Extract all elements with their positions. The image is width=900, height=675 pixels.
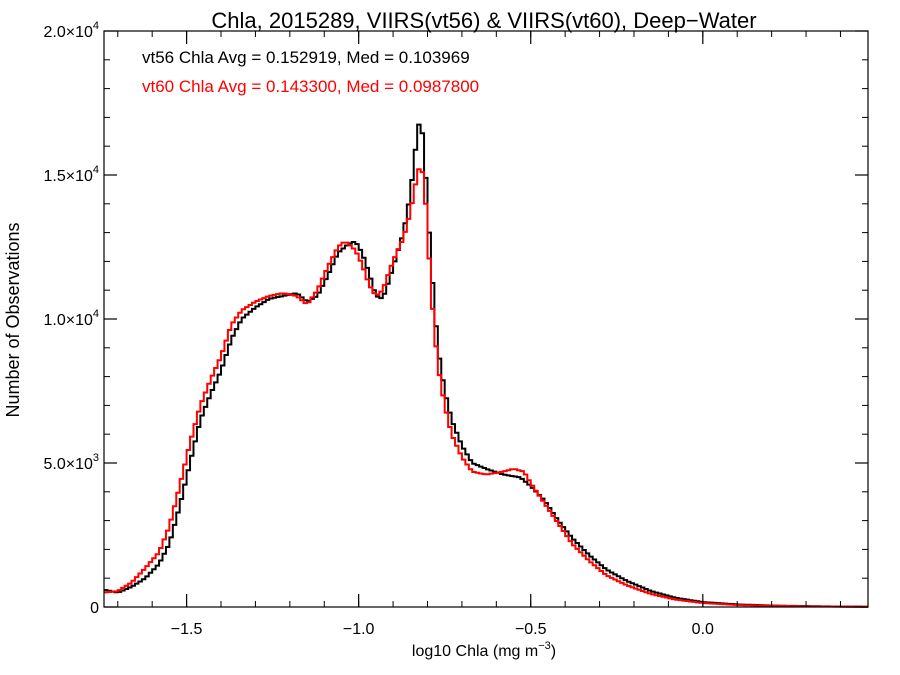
series-line-0 bbox=[104, 123, 868, 608]
annotation-layer: vt56 Chla Avg = 0.152919, Med = 0.103969… bbox=[142, 48, 479, 96]
y-tick-label-3: 1.5×104 bbox=[43, 164, 99, 185]
annotation-0: vt56 Chla Avg = 0.152919, Med = 0.103969 bbox=[142, 48, 470, 67]
x-tick-label-3: 0.0 bbox=[692, 621, 714, 638]
x-axis-label-exponent: −3 bbox=[538, 640, 551, 652]
y-tick-label-1: 5.0×103 bbox=[43, 452, 99, 473]
series-layer bbox=[104, 123, 868, 608]
x-axis-label: log10 Chla (mg m−3) bbox=[412, 640, 556, 660]
x-tick-label-2: −0.5 bbox=[515, 621, 547, 638]
plot-frame bbox=[103, 30, 869, 608]
chart-title: Chla, 2015289, VIIRS(vt56) & VIIRS(vt60)… bbox=[211, 8, 756, 33]
y-axis-label: Number of Observations bbox=[3, 222, 23, 417]
x-axis-label-close: ) bbox=[551, 643, 556, 660]
y-tick-label-4: 2.0×104 bbox=[43, 20, 99, 41]
x-tick-label-0: −1.5 bbox=[171, 621, 203, 638]
axes-layer: −1.5 −1.0 −0.5 0.0 0 5.0×103 1.0×104 1.5×104 2.0… bbox=[43, 20, 869, 638]
x-tick-label-1: −1.0 bbox=[343, 621, 375, 638]
x-axis-label-main: log10 Chla (mg m bbox=[412, 643, 538, 660]
annotation-1: vt60 Chla Avg = 0.143300, Med = 0.098780… bbox=[142, 77, 479, 96]
series-line-1 bbox=[104, 168, 868, 608]
y-tick-label-2: 1.0×104 bbox=[43, 308, 99, 329]
y-tick-label-0: 0 bbox=[90, 600, 99, 617]
